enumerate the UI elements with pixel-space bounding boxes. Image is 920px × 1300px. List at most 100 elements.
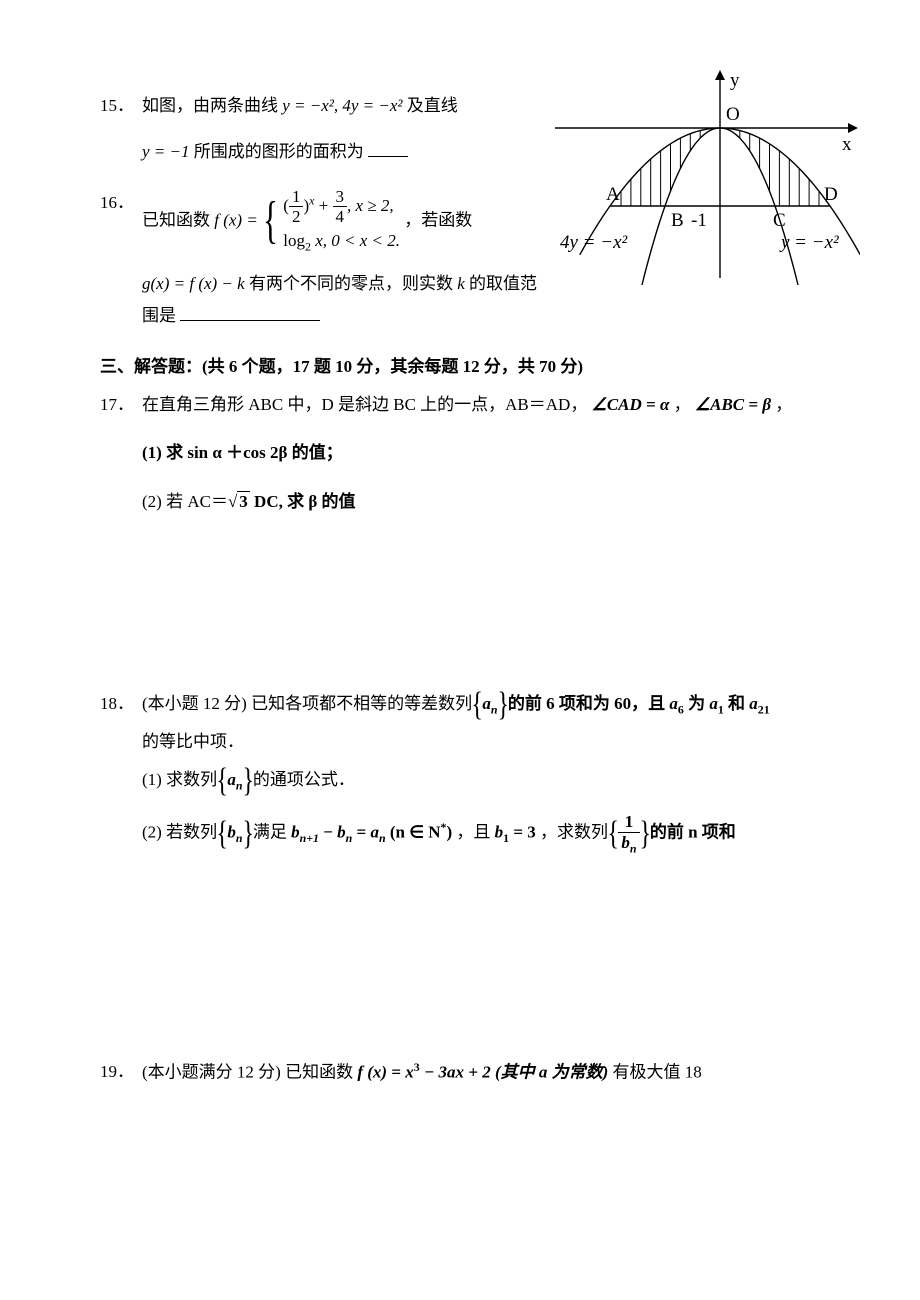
q18-p2d: ，求数列 (540, 823, 608, 842)
q17-text: 在直角三角形 ABC 中，D 是斜边 BC 上的一点，AB＝AD， (142, 395, 587, 414)
svg-text:D: D (824, 184, 838, 205)
qbody-15: 如图，由两条曲线 y = −x², 4y = −x² 及直线 (142, 90, 540, 122)
q16-text-a: 已知函数 (142, 210, 214, 229)
q18-an: a (482, 694, 491, 713)
curves-figure: OxyABCD-14y = −x²y = −x² (550, 70, 860, 285)
q18-frac-n: 1 (618, 812, 639, 833)
qnum-17: 17． (100, 389, 142, 421)
q16-r1-d2: 4 (333, 207, 348, 227)
lbrace4-icon: { (607, 817, 618, 851)
rbrace2-icon: } (242, 764, 253, 798)
qnum-19: 19． (100, 1056, 142, 1088)
q17-p2a: (2) 若 AC＝ (142, 492, 228, 511)
svg-text:y = −x²: y = −x² (779, 232, 839, 253)
lbrace2-icon: { (217, 764, 228, 798)
q16-blank (180, 302, 320, 322)
question-19: 19． (本小题满分 12 分) 已知函数 f (x) = x3 − 3ax +… (100, 1056, 860, 1089)
question-16: 16． 已知函数 f (x) = { (12)x + 34, x ≥ 2, lo… (100, 187, 540, 257)
q17-ang1: ∠CAD = α (592, 395, 670, 414)
q18-mid3: 和 (724, 694, 750, 713)
q18-p1: (1) 求数列{an}的通项公式． (142, 764, 860, 798)
q18-a21s: 21 (758, 702, 770, 716)
q17-p2: (2) 若 AC＝√3 DC, 求 β 的值 (142, 486, 860, 518)
q17-sqrt-val: 3 (237, 491, 250, 511)
q17-tail: ， (775, 395, 792, 414)
rbrace-icon: } (497, 688, 508, 722)
q18-p2c: ，且 (456, 823, 494, 842)
qbody-18: (本小题 12 分) 已知各项都不相等的等差数列{an}的前 6 项和为 60，… (142, 688, 860, 722)
section-3-header: 三、解答题：(共 6 个题，17 题 10 分，其余每题 12 分，共 70 分… (100, 351, 860, 383)
svg-text:y: y (730, 70, 740, 91)
q19-lead: (本小题满分 12 分) 已知函数 (142, 1063, 357, 1082)
svg-text:-1: -1 (691, 210, 707, 231)
spacer-2 (100, 856, 860, 1056)
q18-bn1s: n+1 (300, 832, 319, 846)
spacer-1 (100, 518, 860, 688)
qbody-16: 已知函数 f (x) = { (12)x + 34, x ≥ 2, log2 x… (142, 187, 540, 257)
left-brace-icon: { (263, 195, 278, 247)
q18-frac-ds: n (630, 841, 637, 855)
q15-eq-line: y = −1 (142, 142, 190, 161)
sqrt-3: √3 (228, 486, 250, 518)
q18-frac: 1bn (618, 812, 639, 856)
lbrace-icon: { (472, 688, 483, 722)
q19-tail: 有极大值 18 (608, 1063, 702, 1082)
q16-gx: g(x) = f (x) − k (142, 274, 245, 293)
q17-ang2: ∠ABC = β (695, 395, 771, 414)
q18-mid1: 的前 6 项和为 60，且 (508, 694, 670, 713)
q18-p2b: 满足 (253, 823, 291, 842)
q18-bn1: b (291, 823, 300, 842)
q16-r2b: x, 0 < x < 2. (311, 231, 400, 250)
q18-rhs: a (370, 823, 379, 842)
q16-r1d: , x ≥ 2, (347, 196, 394, 215)
qnum-16: 16． (100, 187, 142, 219)
question-17: 17． 在直角三角形 ABC 中，D 是斜边 BC 上的一点，AB＝AD， ∠C… (100, 389, 860, 421)
qbody-17: 在直角三角形 ABC 中，D 是斜边 BC 上的一点，AB＝AD， ∠CAD =… (142, 389, 860, 421)
svg-text:O: O (726, 104, 740, 125)
q18-p1-an: a (227, 770, 236, 789)
question-18: 18． (本小题 12 分) 已知各项都不相等的等差数列{an}的前 6 项和为… (100, 688, 860, 722)
q17-p1-text: (1) 求 sin α ＋cos 2β 的值； (142, 443, 343, 462)
svg-text:B: B (671, 210, 684, 231)
piecewise-stack: (12)x + 34, x ≥ 2, log2 x, 0 < x < 2. (283, 187, 400, 257)
q18-mid2: 为 (684, 694, 710, 713)
q18-bn: b (227, 823, 236, 842)
qbody-19: (本小题满分 12 分) 已知函数 f (x) = x3 − 3ax + 2 (… (142, 1056, 860, 1089)
q16-l2b: 有两个不同的零点，则实数 (249, 274, 457, 293)
question-15: 15． 如图，由两条曲线 y = −x², 4y = −x² 及直线 (100, 90, 540, 122)
q18-bn2: b (337, 823, 346, 842)
q18-p2e: 的前 n 项和 (650, 823, 736, 842)
q18-p2a: (2) 若数列 (142, 823, 217, 842)
q15-eq1: y = −x², 4y = −x² (282, 96, 402, 115)
q16-text-b: ，若函数 (404, 210, 472, 229)
q16-r1-n2: 3 (333, 187, 348, 208)
q19-mid: − 3ax + 2 (其中 a 为常数) (420, 1063, 609, 1082)
q15-text-b: 及直线 (407, 96, 458, 115)
rbrace4-icon: } (639, 817, 650, 851)
q17-p2b: DC, 求 β 的值 (250, 492, 356, 511)
q18-cond2: ) (446, 823, 452, 842)
q18-frac-da: b (621, 833, 630, 852)
q18-line2: 的等比中项． (142, 726, 860, 758)
q18-eq: = (352, 823, 370, 842)
q18-b1: b (495, 823, 504, 842)
q18-rhss: n (379, 832, 386, 846)
q16-r2-log: log (283, 231, 305, 250)
q18-b1v: = 3 (509, 823, 536, 842)
q16-r1-den: 2 (289, 207, 304, 227)
q18-minus: − (319, 823, 337, 842)
q16-r1c: + (314, 196, 332, 215)
q15-blank (368, 138, 408, 158)
svg-text:x: x (842, 134, 852, 155)
q16-r1-num: 1 (289, 187, 304, 208)
lbrace3-icon: { (217, 817, 228, 851)
qnum-18: 18． (100, 688, 142, 720)
q18-a21: a (749, 694, 758, 713)
svg-text:A: A (606, 184, 620, 205)
q18-lead: (本小题 12 分) 已知各项都不相等的等差数列 (142, 694, 472, 713)
q17-comma: ， (674, 395, 691, 414)
qnum-15: 15． (100, 90, 142, 122)
q18-a6: a (669, 694, 678, 713)
q16-fx: f (x) = (214, 210, 262, 229)
q18-p2: (2) 若数列{bn}满足 bn+1 − bn = an (n ∈ N*) ，且… (142, 812, 860, 856)
